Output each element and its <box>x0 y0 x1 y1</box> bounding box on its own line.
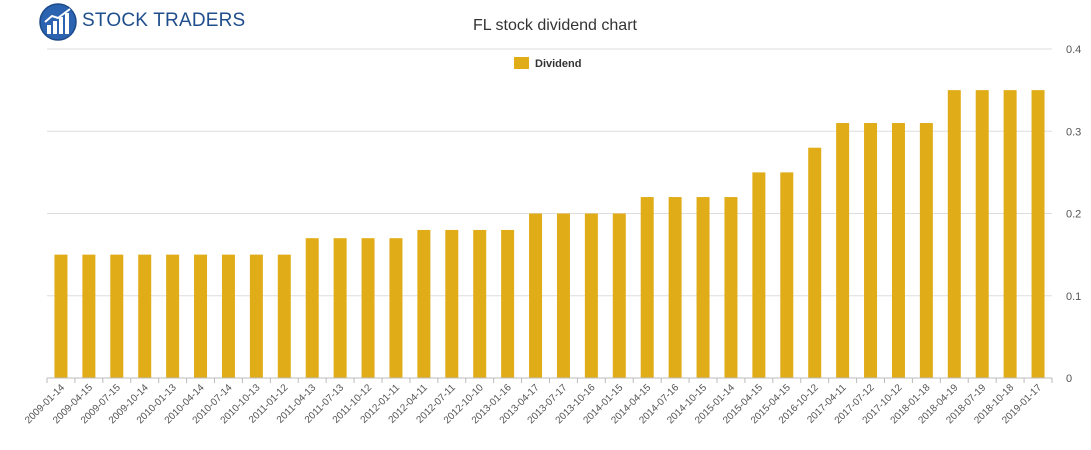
legend-swatch-dividend <box>514 57 529 69</box>
bar-2012-10-10 <box>473 229 487 378</box>
legend-label-dividend: Dividend <box>535 58 581 70</box>
legend: Dividend <box>514 57 581 70</box>
bar-2013-04-17 <box>529 213 543 378</box>
chart-title: FL stock dividend chart <box>473 17 637 34</box>
bar-2013-01-16 <box>501 229 515 378</box>
y-axis-ticks: 0 0.1 0.2 0.3 0.4 <box>1066 44 1081 385</box>
y-tick-label: 0.1 <box>1066 291 1081 303</box>
bar-2010-10-13 <box>249 254 263 378</box>
bar-2012-04-11 <box>417 229 431 378</box>
bar-2010-04-14 <box>194 254 208 378</box>
bar-2009-10-14 <box>138 254 152 378</box>
bar-2010-01-13 <box>166 254 180 378</box>
bar-2015-04-15 <box>752 172 766 378</box>
bar-2019-01-17 <box>1031 90 1045 378</box>
bar-2017-04-11 <box>836 123 850 379</box>
logo-chart-icon <box>39 3 77 41</box>
y-tick-label: 0.2 <box>1066 209 1081 221</box>
brand-name: STOCK TRADERS <box>82 10 246 31</box>
bar-2012-01-11 <box>389 238 403 378</box>
bar-2013-07-17 <box>556 213 570 378</box>
bar-2014-07-16 <box>668 197 682 378</box>
bar-2014-04-15 <box>640 197 654 378</box>
bar-2010-07-14 <box>221 254 235 378</box>
bar-2014-01-15 <box>612 213 626 378</box>
bar-2017-10-12 <box>891 123 905 379</box>
bar-2009-04-15 <box>82 254 96 378</box>
bar-2015-01-14 <box>724 197 738 378</box>
bar-2018-01-18 <box>919 123 933 379</box>
grid-lines <box>47 48 1052 379</box>
y-tick-label: 0.3 <box>1066 126 1081 138</box>
bar-2013-10-16 <box>584 213 598 378</box>
bar-2011-07-13 <box>333 238 347 378</box>
bar-series-dividend <box>54 90 1045 379</box>
y-tick-label: 0.4 <box>1066 44 1081 56</box>
bar-2015-04-15 <box>780 172 794 378</box>
x-axis-ticks: 2009-01-142009-04-152009-07-152009-10-14… <box>23 378 1053 426</box>
bar-2011-10-12 <box>361 238 375 378</box>
bar-2018-10-18 <box>1003 90 1017 378</box>
bar-2017-07-12 <box>864 123 878 379</box>
bar-2018-04-19 <box>947 90 961 378</box>
bar-2011-01-12 <box>277 254 291 378</box>
bar-2009-01-14 <box>54 254 68 378</box>
brand-logo: STOCK TRADERS <box>38 2 245 42</box>
bar-2009-07-15 <box>110 254 124 378</box>
bar-2012-07-11 <box>445 229 459 378</box>
bar-2014-10-15 <box>696 197 710 378</box>
y-tick-label: 0 <box>1066 373 1072 385</box>
bar-2016-10-12 <box>808 147 822 378</box>
bar-2011-04-13 <box>305 238 319 378</box>
bar-2018-07-19 <box>975 90 989 378</box>
